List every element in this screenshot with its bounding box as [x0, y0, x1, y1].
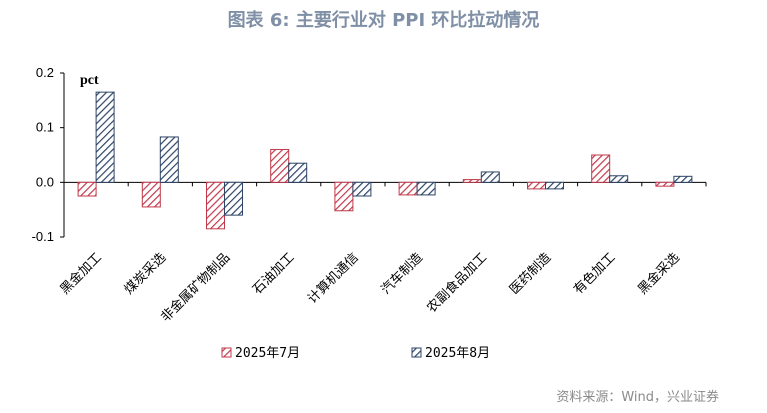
x-category-label: 医药制造: [507, 250, 554, 297]
bar-jul-0: [77, 181, 97, 197]
unit-label: pct: [80, 73, 99, 88]
bar-aug-6: [480, 171, 500, 183]
x-category-label: 农副食品加工: [424, 250, 490, 316]
bar-jul-1: [141, 181, 161, 208]
legend-swatch: [221, 347, 232, 358]
legend-label: 2025年8月: [425, 346, 490, 361]
bar-jul-8: [591, 154, 611, 183]
y-tick-label: 0.0: [36, 174, 54, 189]
chart-bars: [77, 91, 693, 230]
chart-axes: 0.2 0.1 0.0 -0.1: [32, 65, 707, 244]
y-tick-label: -0.1: [32, 229, 54, 244]
bar-aug-0: [95, 91, 115, 183]
bar-aug-3: [288, 162, 308, 183]
x-category-label: 石油加工: [250, 250, 297, 297]
bar-jul-7: [527, 181, 546, 190]
source-note: 资料来源：Wind，兴业证券: [556, 390, 719, 405]
bar-aug-1: [159, 136, 179, 183]
bar-aug-8: [609, 175, 629, 183]
x-category-label: 汽车制造: [378, 250, 426, 298]
bar-jul-5: [398, 181, 418, 196]
x-category-label: 黑金采选: [635, 250, 683, 298]
chart-title: 图表 6: 主要行业对 PPI 环比拉动情况: [227, 10, 540, 31]
bar-jul-2: [206, 181, 225, 230]
bar-jul-6: [462, 179, 482, 183]
x-category-label: 煤炭采选: [122, 250, 169, 297]
y-tick-label: 0.1: [36, 120, 54, 135]
bar-aug-7: [545, 181, 564, 190]
bar-jul-4: [334, 181, 354, 212]
bar-jul-3: [270, 149, 290, 183]
x-category-label: 有色加工: [570, 250, 618, 298]
bar-aug-4: [352, 181, 372, 197]
bar-aug-2: [224, 181, 243, 216]
legend-swatch: [411, 347, 422, 358]
y-tick-label: 0.2: [36, 65, 54, 80]
x-category-label: 计算机通信: [305, 250, 362, 307]
x-category-label: 黑金加工: [57, 250, 105, 298]
chart-legend: 2025年7月 2025年8月: [221, 346, 490, 361]
bar-aug-5: [416, 181, 436, 196]
bar-jul-9: [655, 181, 675, 187]
bar-aug-9: [673, 175, 693, 183]
legend-label: 2025年7月: [235, 346, 300, 361]
